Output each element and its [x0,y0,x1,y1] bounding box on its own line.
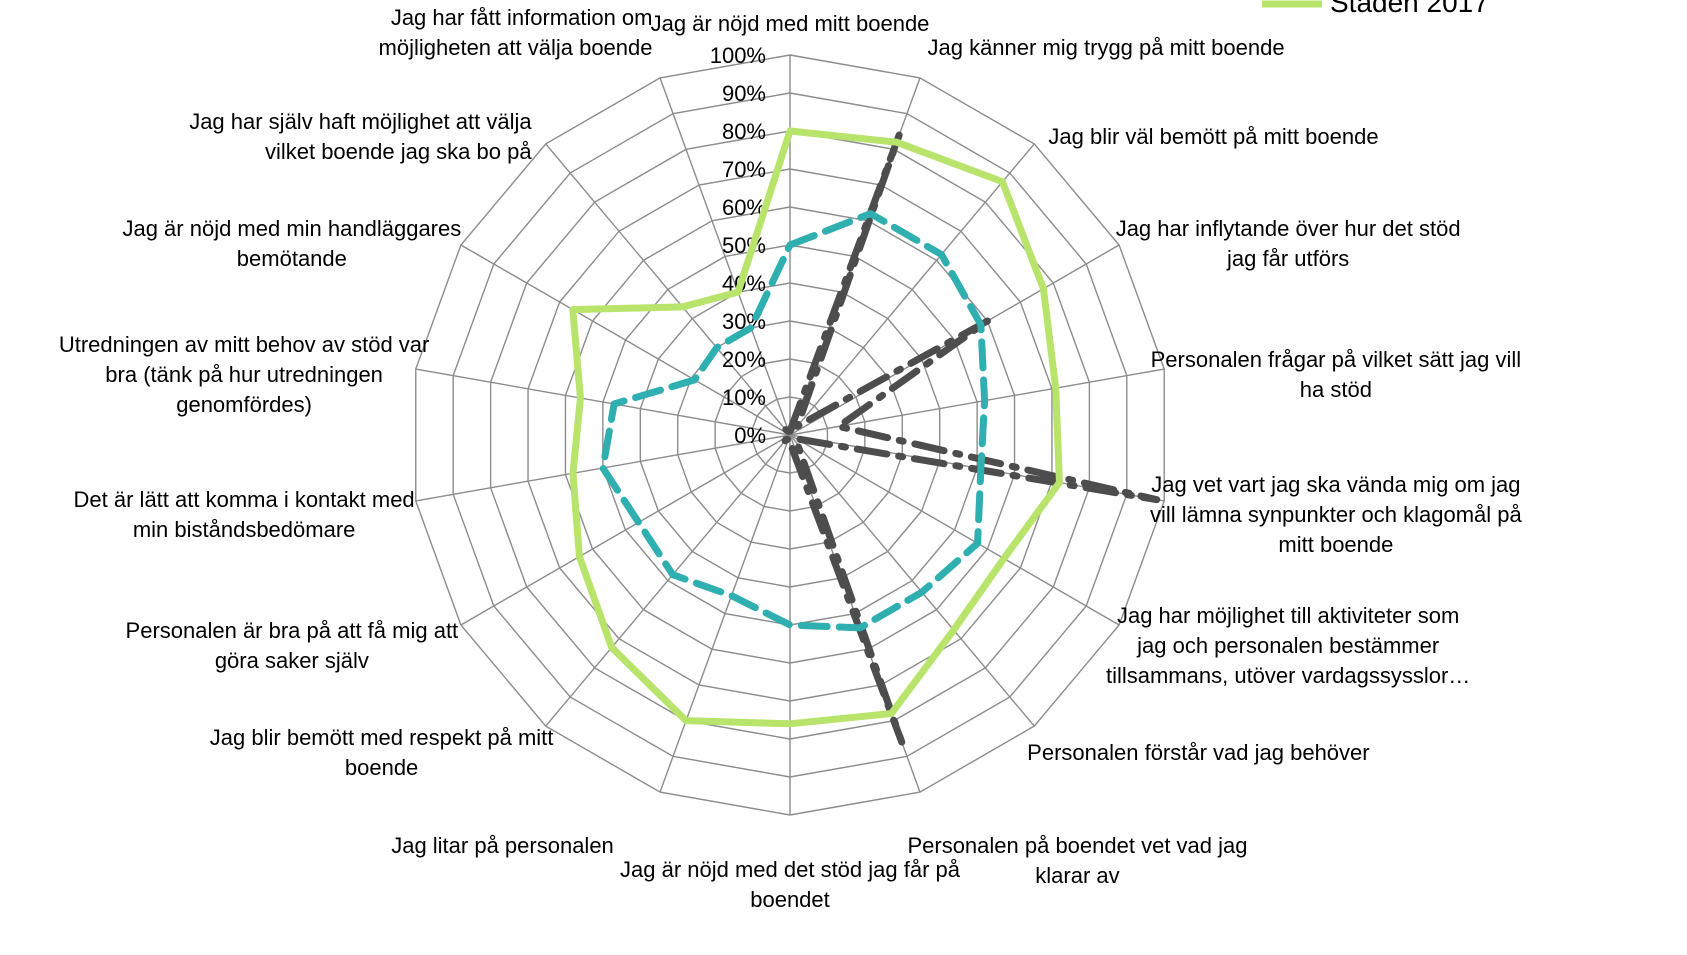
tick-label: 90% [722,81,766,106]
category-label: Jag är nöjd med min handläggares bemötand… [122,216,461,271]
axis-spoke [789,368,1165,436]
series-line-3 [569,127,1063,728]
axis-spoke [659,434,791,793]
series-line-2 [599,210,989,632]
category-label: Utredningen av mitt behov av stöd var bra… [59,332,430,417]
axis-spoke [789,434,1035,727]
category-label: Jag vet vart jag ska vända mig om jag vil… [1150,472,1523,557]
radial-axis-ticks: 0%10%20%30%40%50%60%70%80%90%100% [710,43,766,448]
axis-spoke [789,143,1035,436]
axis-spoke [415,368,791,436]
category-label: Jag har möjlighet till aktiviteter som ja… [1106,603,1470,688]
category-label: Jag har inflytande över hur det stöd jag … [1116,216,1461,271]
category-label: Jag litar på personalen [391,833,614,858]
category-label: Jag är nöjd med mitt boende [651,11,930,36]
axis-spoke [545,434,791,727]
category-label: Personalen förstår vad jag behöver [1027,740,1369,765]
category-label: Jag blir bemött med respekt på mitt boend… [210,725,554,780]
category-label: Jag har fått information om möjligheten a… [379,5,653,60]
axis-spoke [789,244,1120,436]
axis-spoke [659,77,791,436]
tick-label: 20% [722,347,766,372]
category-label: Jag blir väl bemött på mitt boende [1048,124,1378,149]
tick-label: 60% [722,195,766,220]
data-series [569,127,1161,746]
category-label: Det är lätt att komma i kontakt med min b… [74,487,415,542]
axis-spoke [789,434,1120,626]
tick-label: 80% [722,119,766,144]
category-label: Personalen är bra på att få mig att göra … [126,618,459,673]
tick-label: 10% [722,385,766,410]
category-label: Jag är nöjd med det stöd jag får på boend… [620,857,961,912]
tick-label: 70% [722,157,766,182]
legend: Staden 2017 [1262,0,1489,18]
category-label: Jag känner mig trygg på mitt boende [927,35,1284,60]
axis-spoke [460,244,791,436]
category-label: Personalen frågar på vilket sätt jag vil… [1151,347,1522,402]
axis-spoke [545,143,791,436]
category-label: Personalen på boendet vet vad jag klarar … [907,833,1247,888]
axis-spoke [460,434,791,626]
radar-grid [415,54,1165,816]
legend-label: Staden 2017 [1330,0,1489,18]
category-label: Jag har själv haft möjlighet att välja vi… [189,109,532,164]
tick-label: 0% [734,423,766,448]
tick-label: 100% [710,43,766,68]
series-line-1 [781,131,1161,746]
